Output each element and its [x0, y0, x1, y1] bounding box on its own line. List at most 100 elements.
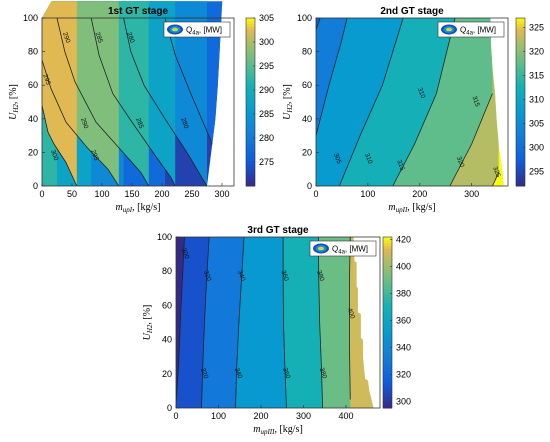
- colorbar-segment: [383, 328, 392, 332]
- colorbar-segment: [516, 82, 525, 86]
- colorbar-segment: [383, 405, 392, 409]
- colorbar-segment: [246, 74, 255, 78]
- contour-line: [449, 93, 493, 186]
- colorbar-segment: [246, 18, 255, 22]
- colorbar-segment: [516, 102, 525, 106]
- colorbar-segment: [516, 40, 525, 44]
- contour-fill: [42, 1, 233, 186]
- colorbar-segment: [516, 104, 525, 109]
- contour-label: 305: [332, 152, 342, 165]
- legend: Q4a, [MW]: [437, 21, 505, 38]
- colorbar-segment: [516, 46, 525, 50]
- colorbar-segment: [246, 177, 255, 181]
- colorbar-segment: [246, 141, 255, 145]
- colorbar-segment: [516, 121, 525, 125]
- colorbar-segment: [383, 385, 392, 389]
- colorbar: 300 320 340 360 380 400 420: [382, 235, 411, 409]
- x-tick-label: 0: [313, 189, 318, 199]
- colorbar-segment: [516, 20, 525, 25]
- colorbar-segment: [516, 169, 525, 173]
- colorbar-segment: [516, 144, 525, 148]
- colorbar-tick-label: 300: [396, 396, 411, 406]
- colorbar-segment: [383, 276, 392, 281]
- colorbar-segment: [246, 90, 255, 95]
- colorbar-segment: [246, 174, 255, 179]
- colorbar-segment: [516, 68, 525, 72]
- colorbar-segment: [516, 166, 525, 170]
- contour-line: [316, 18, 321, 30]
- contour-label: 315: [395, 159, 405, 172]
- x-tick-label: 50: [67, 189, 77, 199]
- colorbar-segment: [383, 268, 392, 272]
- x-tick-label: 0: [39, 189, 44, 199]
- colorbar-segment: [516, 71, 525, 75]
- colorbar-segment: [383, 288, 392, 292]
- contour-label: 310: [416, 87, 426, 100]
- colorbar-segment: [246, 60, 255, 64]
- colorbar-segment: [516, 116, 525, 120]
- colorbar-segment: [383, 296, 392, 301]
- colorbar-segment: [516, 107, 525, 111]
- colorbar-segment: [246, 127, 255, 131]
- contour-label: 285: [134, 117, 144, 130]
- legend-swatch-icon: [172, 27, 178, 32]
- x-axis-label: mupIII, [kg/s]: [253, 424, 303, 436]
- y-tick-label: 100: [157, 232, 172, 242]
- contour-fill: [176, 237, 374, 408]
- colorbar-segment: [383, 313, 392, 318]
- colorbar-segment: [246, 135, 255, 139]
- colorbar-segment: [246, 32, 255, 36]
- y-tick-label: 0: [33, 181, 38, 191]
- contour-line: [56, 17, 150, 186]
- contour-label: 380: [315, 270, 325, 283]
- colorbar-segment: [246, 138, 255, 142]
- colorbar-segment: [383, 342, 392, 346]
- contour-line: [316, 18, 348, 136]
- colorbar-segment: [246, 183, 255, 187]
- colorbar-segment: [383, 279, 392, 284]
- colorbar-segment: [516, 90, 525, 95]
- y-tick-label: 20: [162, 369, 172, 379]
- colorbar-segment: [383, 259, 392, 264]
- colorbar-tick-label: 290: [259, 85, 274, 95]
- colorbar-segment: [246, 51, 255, 55]
- contour-label: 320: [455, 156, 465, 169]
- colorbar-segment: [516, 18, 525, 22]
- colorbar-segment: [516, 34, 525, 39]
- colorbar-segment: [383, 356, 392, 361]
- colorbar: 275 280 285 290 295 300 305: [245, 13, 274, 187]
- chart-title: 2nd GT stage: [380, 6, 444, 17]
- colorbar-segment: [246, 166, 255, 170]
- colorbar-segment: [383, 256, 392, 261]
- contour-line: [317, 237, 324, 408]
- contour-label: 315: [471, 95, 481, 108]
- colorbar-tick-label: 340: [396, 342, 411, 352]
- contour-label: 295: [41, 73, 51, 86]
- colorbar: 295 300 305 310 315 320 325: [515, 17, 544, 187]
- colorbar-segment: [246, 102, 255, 106]
- colorbar-segment: [246, 40, 255, 44]
- colorbar-segment: [516, 99, 525, 103]
- colorbar-tick-label: 280: [259, 133, 274, 143]
- colorbar-segment: [383, 294, 392, 298]
- colorbar-segment: [383, 262, 392, 266]
- colorbar-segment: [383, 308, 392, 312]
- colorbar-segment: [246, 48, 255, 53]
- colorbar-segment: [516, 183, 525, 187]
- colorbar-segment: [383, 390, 392, 395]
- colorbar-tick-label: 320: [529, 47, 544, 57]
- contour-line: [338, 18, 404, 186]
- colorbar-segment: [383, 353, 392, 358]
- colorbar-segment: [246, 85, 255, 89]
- y-tick-label: 0: [307, 181, 312, 191]
- colorbar-segment: [383, 331, 392, 335]
- x-tick-label: 200: [253, 411, 268, 421]
- x-tick-label: 200: [154, 189, 169, 199]
- colorbar-segment: [246, 163, 255, 167]
- contour-line: [123, 17, 208, 186]
- colorbar-segment: [516, 130, 525, 134]
- colorbar-segment: [246, 155, 255, 159]
- legend-swatch-icon: [446, 27, 452, 32]
